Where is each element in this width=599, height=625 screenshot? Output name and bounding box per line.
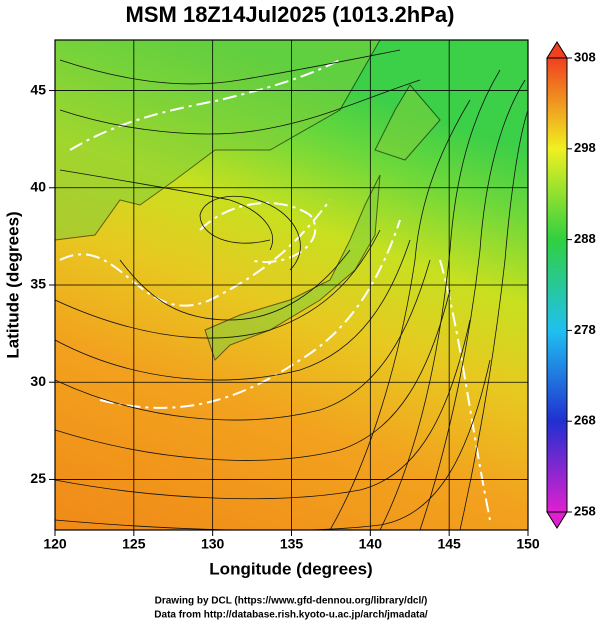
y-tick-label: 35	[30, 276, 46, 292]
credit: Drawing by DCL (https://www.gfd-dennou.o…	[155, 596, 428, 607]
y-tick-label: 25	[30, 470, 46, 486]
x-tick-label: 145	[437, 536, 461, 552]
colorbar-max-arrow	[546, 41, 568, 59]
y-tick-label: 45	[30, 81, 46, 97]
colorbar-tick-label: 298	[574, 140, 596, 155]
contour	[69, 59, 341, 151]
colorbar-min-arrow	[546, 511, 568, 529]
colorbar-tick-label: 258	[574, 503, 596, 518]
credit: Data from http://database.rish.kyoto-u.a…	[154, 610, 428, 621]
y-axis-label: Latitude (degrees)	[3, 211, 22, 358]
colorbar-tick-label: 288	[574, 231, 596, 246]
land	[55, 40, 381, 241]
x-tick-label: 140	[359, 536, 383, 552]
land	[204, 174, 381, 361]
x-tick-label: 120	[43, 536, 67, 552]
x-tick-label: 125	[122, 536, 146, 552]
x-tick-label: 150	[516, 536, 540, 552]
x-tick-label: 135	[280, 536, 304, 552]
colorbar-tick-label: 308	[574, 49, 596, 64]
colorbar-tick-label: 268	[574, 413, 596, 428]
x-axis-label: Longitude (degrees)	[209, 559, 372, 578]
colorbar-tick-label: 278	[574, 322, 596, 337]
chart-title: MSM 18Z14Jul2025 (1013.2hPa)	[126, 2, 455, 27]
x-tick-label: 130	[201, 536, 225, 552]
y-tick-label: 30	[30, 373, 46, 389]
land	[374, 84, 441, 161]
streamlines	[55, 49, 528, 530]
contour	[59, 199, 331, 307]
colorbar	[546, 57, 568, 513]
y-tick-label: 40	[30, 178, 46, 194]
contour	[99, 219, 401, 409]
contour	[439, 259, 491, 521]
contour	[199, 202, 317, 263]
